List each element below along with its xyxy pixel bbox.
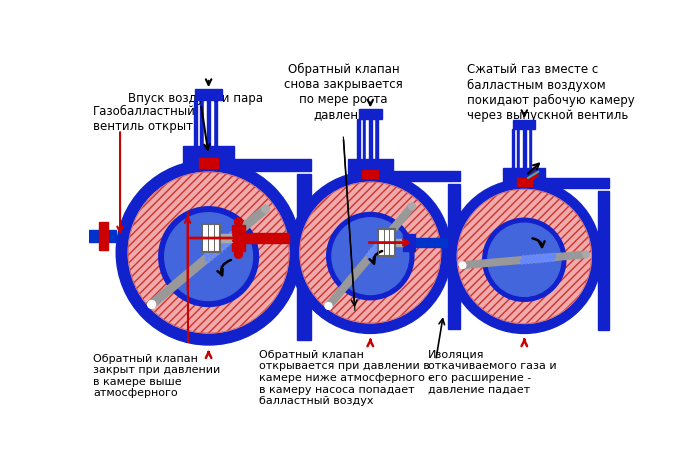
Circle shape [332,218,409,295]
Bar [517,130,531,180]
Circle shape [164,213,253,301]
Circle shape [409,203,416,210]
Circle shape [116,161,301,345]
Bar [99,223,108,250]
Bar [531,179,609,189]
Bar [512,130,514,180]
Bar [194,101,197,161]
Circle shape [447,180,601,334]
Circle shape [583,252,589,258]
Bar [415,239,447,248]
Bar [358,110,382,120]
Polygon shape [326,205,415,308]
Bar [245,233,290,244]
Text: Обратный клапан
снова закрывается
по мере роста
давления: Обратный клапан снова закрывается по мер… [284,63,402,121]
Bar [363,171,378,179]
Bar [348,160,393,178]
Circle shape [459,262,466,269]
Bar [503,168,545,185]
Text: Изоляция
откачиваемого газа и
его расширение -
давление падает: Изоляция откачиваемого газа и его расшир… [428,349,556,394]
Polygon shape [149,207,268,308]
Bar [524,130,526,180]
Polygon shape [462,252,587,269]
Bar [26,219,49,254]
Bar [402,235,415,251]
Bar [513,121,536,130]
Text: Впуск воздуха и пара: Впуск воздуха и пара [128,92,263,105]
Bar [377,171,460,182]
Text: Газобалластный
вентиль открыт: Газобалластный вентиль открыт [93,105,196,133]
Circle shape [234,251,243,259]
Bar [298,175,311,341]
Bar [366,119,375,172]
Text: Сжатый газ вместе с
балластным воздухом
покидают рабочую камеру
через выпускной : Сжатый газ вместе с балластным воздухом … [466,63,634,121]
Bar [200,101,217,161]
Bar [220,235,232,242]
Bar [49,232,65,241]
Circle shape [234,218,243,227]
Circle shape [483,219,566,302]
Bar [199,159,218,168]
Bar [363,120,377,172]
Bar [183,147,234,167]
Text: Обратный клапан
открывается при давлении в
камере ниже атмосферного -
в камеру н: Обратный клапан открывается при давлении… [258,349,432,406]
Circle shape [325,303,332,310]
Bar [358,120,360,172]
Circle shape [488,224,561,297]
Bar [204,99,214,161]
Bar [598,191,609,330]
Circle shape [128,173,289,333]
Bar [370,120,372,172]
Circle shape [159,208,258,307]
Bar [521,129,528,180]
Bar [202,224,220,253]
Bar [195,90,222,101]
Bar [378,229,395,257]
Bar [448,185,460,330]
Bar [517,178,532,186]
Circle shape [290,172,452,334]
Bar [207,101,211,161]
Circle shape [300,183,440,323]
Bar [395,239,402,247]
Circle shape [148,301,155,308]
Text: Обратный клапан
закрыт при давлении
в камере выше
атмосферного: Обратный клапан закрыт при давлении в ка… [93,353,220,397]
Bar [65,230,116,242]
Bar [232,226,245,251]
Polygon shape [525,172,538,185]
Bar [216,159,311,172]
Circle shape [262,206,270,213]
Circle shape [327,213,414,300]
Circle shape [457,190,592,324]
